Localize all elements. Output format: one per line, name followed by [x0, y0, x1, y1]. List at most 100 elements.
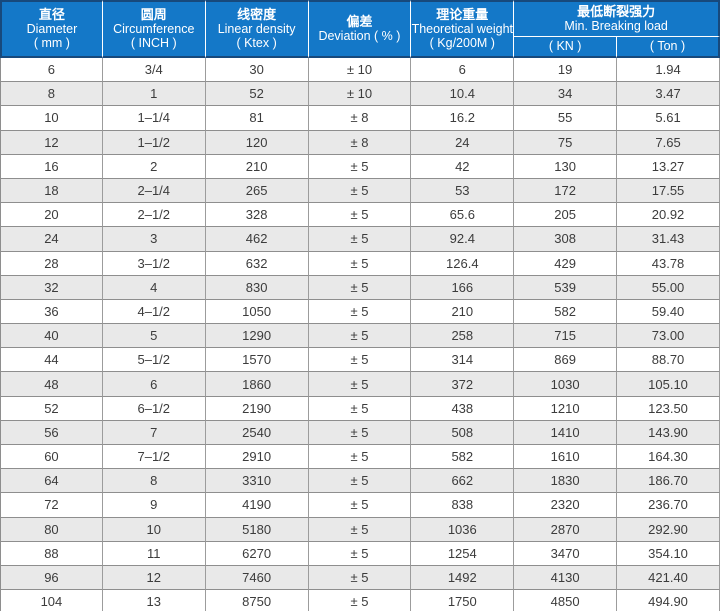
- table-row: 36 4–1/2 1050 ± 5 210 582 59.40: [0, 299, 720, 325]
- table-cell: 9: [102, 493, 206, 518]
- table-cell: 19: [514, 58, 618, 83]
- table-cell: 494.90: [617, 590, 720, 611]
- table-cell: 210: [411, 299, 515, 325]
- table-cell: 1254: [411, 541, 515, 566]
- table-cell: ± 5: [308, 348, 412, 373]
- table-row: 28 3–1/2 632 ± 5 126.4 429 43.78: [0, 251, 720, 276]
- table-cell: 32: [0, 275, 103, 300]
- table-row: 80 10 5180 ± 5 1036 2870 292.90: [0, 517, 720, 542]
- table-cell: 1050: [205, 299, 309, 325]
- table-cell: 105.10: [617, 372, 720, 397]
- table-cell: 7460: [205, 565, 309, 591]
- col-header-theoretical-weight-unit: ( Kg/200M ): [429, 36, 495, 50]
- col-header-breaking-load-cn: 最低断裂强力: [577, 4, 656, 19]
- table-cell: 13.27: [617, 154, 720, 179]
- table-cell: 10.4: [411, 82, 515, 107]
- table-cell: 1–1/2: [102, 130, 206, 155]
- table-cell: 2–1/2: [102, 203, 206, 228]
- table-cell: 1030: [514, 372, 618, 397]
- table-cell: 88: [0, 541, 103, 566]
- table-cell: 462: [205, 227, 309, 252]
- col-header-linear-density-cn: 线密度: [237, 7, 277, 22]
- table-cell: 44: [0, 348, 103, 373]
- table-cell: 53: [411, 178, 515, 204]
- table-cell: ± 5: [308, 372, 412, 397]
- table-cell: 1860: [205, 372, 309, 397]
- table-cell: 8: [0, 82, 103, 107]
- table-cell: 2870: [514, 517, 618, 542]
- table-cell: 65.6: [411, 203, 515, 228]
- table-cell: 438: [411, 396, 515, 421]
- table-cell: 10: [0, 106, 103, 131]
- table-cell: 2540: [205, 420, 309, 445]
- table-row: 64 8 3310 ± 5 662 1830 186.70: [0, 469, 720, 494]
- table-cell: ± 10: [308, 82, 412, 107]
- table-cell: 12: [0, 130, 103, 155]
- col-header-theoretical-weight-cn: 理论重量: [436, 7, 489, 22]
- table-cell: 2: [102, 154, 206, 179]
- table-cell: 1750: [411, 590, 515, 611]
- table-row: 18 2–1/4 265 ± 5 53 172 17.55: [0, 178, 720, 204]
- table-cell: 52: [205, 82, 309, 107]
- table-body: 6 3/4 30 ± 10 6 19 1.94 8 1 52 ± 10 10.4 3 4 3.47 10 1–1…: [0, 58, 720, 611]
- col-header-breaking-load-group: 最低断裂强力 Min. Breaking load: [514, 0, 720, 37]
- col-header-circumference-cn: 圆周: [140, 7, 167, 22]
- table-cell: 8: [102, 469, 206, 494]
- table-cell: 715: [514, 324, 618, 349]
- table-row: 16 2 210 ± 5 42 130 13.27: [0, 154, 720, 179]
- table-cell: 48: [0, 372, 103, 397]
- table-row: 72 9 4190 ± 5 838 2320 236.70: [0, 493, 720, 518]
- table-cell: ± 5: [308, 445, 412, 470]
- table-cell: 1610: [514, 445, 618, 470]
- table-cell: 328: [205, 203, 309, 228]
- table-cell: 4: [102, 275, 206, 300]
- table-cell: 24: [0, 227, 103, 252]
- table-row: 20 2–1/2 328 ± 5 65.6 205 20.92: [0, 203, 720, 228]
- table-cell: 24: [411, 130, 515, 155]
- table-cell: 4850: [514, 590, 618, 611]
- table-cell: ± 5: [308, 154, 412, 179]
- table-cell: 6270: [205, 541, 309, 566]
- col-header-circumference-unit: ( INCH ): [130, 36, 177, 50]
- table-cell: ± 5: [308, 420, 412, 445]
- table-cell: 3: [102, 227, 206, 252]
- col-header-diameter-en: Diameter: [26, 22, 78, 36]
- table-cell: 88.70: [617, 348, 720, 373]
- table-cell: 830: [205, 275, 309, 300]
- col-header-linear-density-unit: ( Ktex ): [236, 36, 277, 50]
- table-cell: 6: [411, 58, 515, 83]
- table-cell: 81: [205, 106, 309, 131]
- table-cell: 3470: [514, 541, 618, 566]
- table-row: 96 12 7460 ± 5 1492 4130 421.40: [0, 565, 720, 591]
- table-cell: 5–1/2: [102, 348, 206, 373]
- table-cell: 308: [514, 227, 618, 252]
- table-cell: 3.47: [617, 82, 720, 107]
- table-cell: 60: [0, 445, 103, 470]
- col-header-diameter-cn: 直径: [38, 7, 65, 22]
- col-header-linear-density: 线密度 Linear density ( Ktex ): [205, 0, 309, 58]
- table-cell: 429: [514, 251, 618, 276]
- table-cell: 1.94: [617, 58, 720, 83]
- table-cell: 55.00: [617, 275, 720, 300]
- table-cell: ± 5: [308, 590, 412, 611]
- table-cell: 1210: [514, 396, 618, 421]
- table-cell: 72: [0, 493, 103, 518]
- table-cell: 2190: [205, 396, 309, 421]
- col-header-deviation-en: Deviation ( % ): [318, 29, 401, 43]
- table-cell: 64: [0, 469, 103, 494]
- table-cell: 20.92: [617, 203, 720, 228]
- table-row: 44 5–1/2 1570 ± 5 314 869 88.70: [0, 348, 720, 373]
- table-row: 6 3/4 30 ± 10 6 19 1.94: [0, 58, 720, 83]
- table-cell: 42: [411, 154, 515, 179]
- table-cell: 40: [0, 324, 103, 349]
- table-cell: ± 5: [308, 541, 412, 566]
- table-cell: 632: [205, 251, 309, 276]
- table-cell: 28: [0, 251, 103, 276]
- table-cell: ± 5: [308, 396, 412, 421]
- table-cell: 258: [411, 324, 515, 349]
- table-cell: 869: [514, 348, 618, 373]
- table-cell: 508: [411, 420, 515, 445]
- table-cell: 7–1/2: [102, 445, 206, 470]
- table-cell: ± 5: [308, 251, 412, 276]
